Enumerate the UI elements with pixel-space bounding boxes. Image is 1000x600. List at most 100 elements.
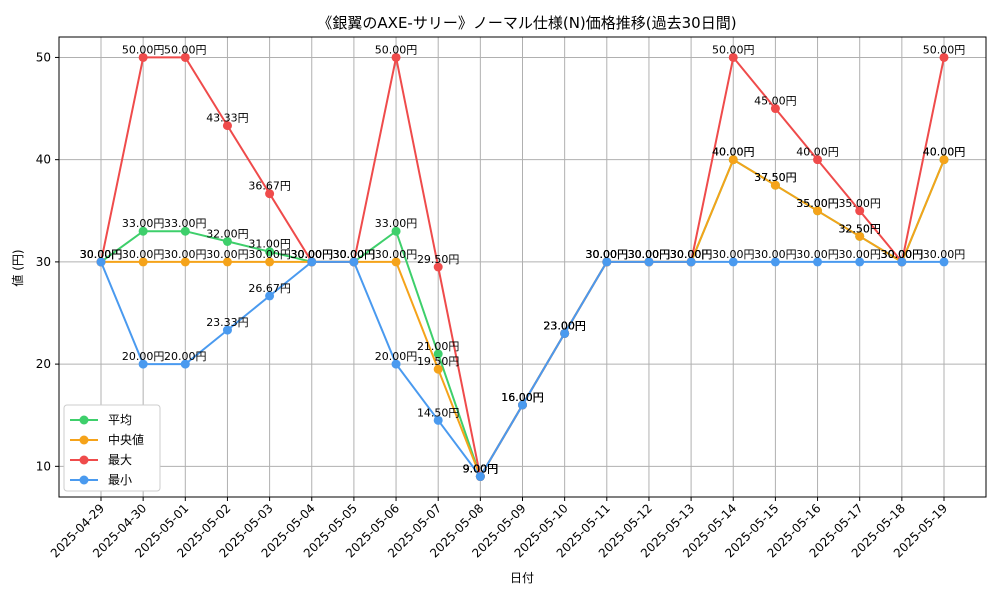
- series-2-data-label: 35.00円: [838, 197, 881, 210]
- series-3-point: [138, 359, 148, 369]
- x-ticks: 2025-04-292025-04-302025-05-012025-05-02…: [48, 497, 950, 560]
- series-3-point: [728, 257, 738, 267]
- series-0-point: [138, 226, 148, 236]
- series-3-data-label: 9.00円: [463, 463, 499, 476]
- series-2-point: [939, 52, 949, 62]
- series-3-point: [475, 472, 485, 482]
- series-1-data-label: 30.00円: [291, 248, 334, 261]
- y-tick-label: 50: [36, 50, 51, 64]
- series-1-point: [728, 155, 738, 165]
- series-0-data-label: 30.00円: [628, 248, 671, 261]
- series-1-data-label: 40.00円: [712, 146, 755, 159]
- y-axis-label: 値 (円): [10, 249, 25, 286]
- series-3-point: [518, 400, 527, 410]
- series-1-point: [180, 257, 190, 267]
- series-0-data-label: 37.50円: [754, 171, 797, 184]
- series-3-point: [222, 325, 232, 335]
- series-2-data-label: 16.00円: [501, 391, 544, 404]
- legend-swatch-marker: [79, 415, 89, 425]
- series-3-data-label: 14.50円: [417, 406, 460, 419]
- series-3-data-label: 30.00円: [291, 248, 334, 261]
- legend-swatch-marker: [79, 435, 89, 445]
- series-0-point: [222, 236, 232, 246]
- chart-title: 《銀翼のAXE-サリー》ノーマル仕様(N)価格推移(過去30日間): [317, 14, 736, 32]
- series-1-point: [939, 155, 949, 165]
- series-3-data-label: 20.00円: [375, 350, 418, 363]
- series-2-data-label: 30.00円: [881, 248, 924, 261]
- series-0-data-label: 30.00円: [881, 248, 924, 261]
- series-1-data-label: 9.00円: [463, 463, 499, 476]
- series-1-point: [770, 180, 780, 190]
- series-1-data-label: 30.00円: [333, 248, 376, 261]
- legend-entry-label: 中央値: [108, 432, 144, 447]
- series-2-data-label: 30.00円: [628, 248, 671, 261]
- series-0-data-label: 32.50円: [838, 222, 881, 235]
- legend-entry-label: 平均: [108, 413, 132, 427]
- series-3-data-label: 30.00円: [80, 248, 123, 261]
- series-1-data-label: 30.00円: [628, 248, 671, 261]
- series-0-data-label: 21.00円: [417, 340, 460, 353]
- series-3-point: [602, 257, 612, 267]
- y-tick-label: 40: [36, 153, 51, 167]
- series-3-point: [96, 257, 106, 267]
- series-2-data-label: 36.67円: [248, 180, 291, 193]
- series-2-point: [180, 52, 190, 62]
- series-2-point: [728, 52, 738, 62]
- series-0-point: [391, 226, 401, 236]
- series-3-point: [686, 257, 696, 267]
- legend-entry-label: 最大: [108, 453, 132, 467]
- series-2-data-label: 30.00円: [333, 248, 376, 261]
- series-3-data-label: 30.00円: [796, 248, 839, 261]
- series-0-point: [265, 247, 275, 257]
- series-0-data-label: 30.00円: [670, 248, 713, 261]
- series-2-data-label: 30.00円: [586, 248, 629, 261]
- series-1-data-label: 30.00円: [586, 248, 629, 261]
- series-3-data-label: 16.00円: [501, 391, 544, 404]
- series-0-point: [180, 226, 190, 236]
- series-3-data-label: 30.00円: [333, 248, 376, 261]
- series-3-data-label: 20.00円: [122, 350, 165, 363]
- series-3-data-label: 23.00円: [543, 319, 586, 332]
- series-3-point: [770, 257, 780, 267]
- series-2-data-label: 30.00円: [80, 248, 123, 261]
- series-3-point: [939, 257, 949, 267]
- series-2-point: [265, 189, 275, 199]
- series-2-data-label: 23.00円: [543, 319, 586, 332]
- series-2-point: [391, 52, 401, 62]
- series-2-data-label: 50.00円: [164, 43, 207, 56]
- series-2-data-label: 43.33円: [206, 112, 249, 125]
- series-2-data-label: 30.00円: [670, 248, 713, 261]
- legend-entry-label: 最小: [108, 473, 132, 487]
- series-3-data-label: 23.33円: [206, 316, 249, 329]
- y-tick-label: 30: [36, 255, 51, 269]
- series-0-point: [433, 349, 443, 359]
- series-0-data-label: 30.00円: [586, 248, 629, 261]
- series-3-point: [433, 415, 443, 425]
- series-2-data-label: 30.00円: [291, 248, 334, 261]
- series-3-point: [307, 257, 317, 267]
- series-0-data-label: 33.00円: [375, 217, 418, 230]
- series-0-data-label: 33.00円: [164, 217, 207, 230]
- series-3-point: [349, 257, 359, 267]
- grid: [59, 37, 986, 497]
- series-3-data-label: 20.00円: [164, 350, 207, 363]
- series-1-data-label: 30.00円: [80, 248, 123, 261]
- series-3-point: [855, 257, 865, 267]
- series-0-data-label: 32.00円: [206, 227, 249, 240]
- series-2-point: [222, 121, 232, 131]
- series-0-data-label: 30.00円: [333, 248, 376, 261]
- series-3-data-label: 30.00円: [712, 248, 755, 261]
- series-1-data-label: 32.50円: [838, 222, 881, 235]
- series-3-data-label: 30.00円: [923, 248, 966, 261]
- series-2-point: [770, 104, 780, 114]
- series-3-point: [180, 359, 190, 369]
- series-0-data-label: 23.00円: [543, 319, 586, 332]
- series-1-data-label: 30.00円: [206, 248, 249, 261]
- y-ticks: 10 20 30 40 50: [36, 50, 59, 473]
- series-2-data-label: 50.00円: [923, 43, 966, 56]
- series-3-data-label: 30.00円: [838, 248, 881, 261]
- x-axis-label: 日付: [510, 571, 534, 585]
